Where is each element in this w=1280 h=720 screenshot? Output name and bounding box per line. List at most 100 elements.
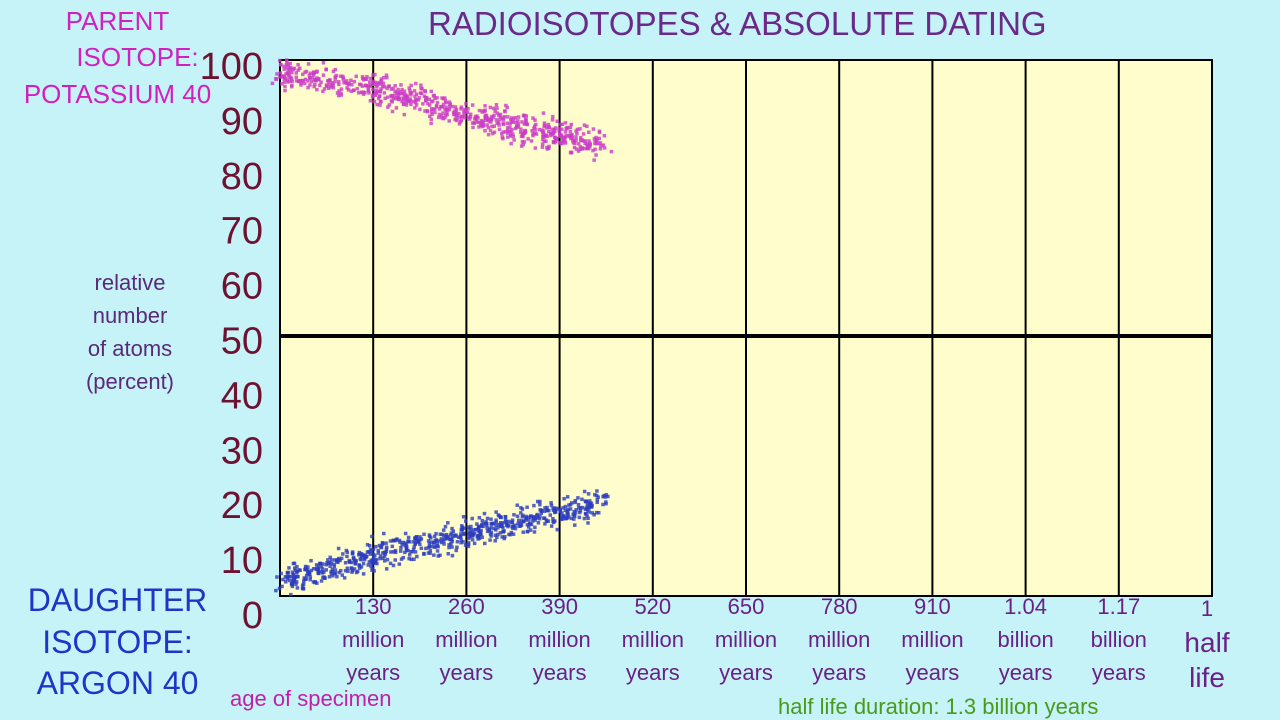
parent-point [429,121,433,126]
parent-point [303,81,307,86]
parent-isotope-label: PARENT ISOTOPE: POTASSIUM 40 [0,3,235,112]
daughter-point [376,548,380,553]
daughter-point [473,527,477,532]
parent-point [463,109,467,114]
daughter-point [280,584,284,589]
daughter-point [332,562,336,567]
parent-line: PARENT [65,6,170,36]
parent-point [602,146,607,150]
parent-point [497,123,501,127]
parent-point [372,99,377,104]
daughter-point [450,539,454,544]
parent-point [566,134,571,138]
daughter-point [338,558,342,563]
x-tick-unit2: life [1189,662,1225,693]
y-tick-label: 30 [221,430,263,472]
parent-point [534,132,539,136]
daughter-point [371,560,375,565]
daughter-point [477,536,482,541]
parent-line: ISOTOPE: [76,42,199,73]
daughter-point [428,548,433,553]
parent-point [444,110,449,115]
daughter-point [400,542,404,547]
daughter-point [338,569,343,573]
daughter-point [573,511,578,515]
parent-point [418,91,423,95]
parent-point [371,79,375,84]
daughter-point [551,519,555,524]
parent-point [583,146,587,151]
parent-point [500,135,505,139]
daughter-point [533,516,538,521]
daughter-point [496,526,500,530]
parent-point [492,124,497,128]
parent-point [371,93,375,97]
daughter-point [454,534,458,538]
x-tick-num: 1.17 [1097,594,1141,619]
x-tick-label: 130 million years [318,590,428,689]
y-tick-label: 0 [242,595,263,637]
daughter-point [438,553,442,557]
daughter-point [503,517,508,522]
parent-point [591,127,596,131]
daughter-point [281,577,285,582]
daughter-point [327,575,332,579]
parent-point [379,87,383,91]
parent-point [518,130,523,134]
parent-point [402,89,407,94]
daughter-point [363,553,368,558]
daughter-point [300,583,305,587]
parent-point [512,138,516,142]
x-tick-num: 910 [914,594,951,619]
parent-point [479,118,484,123]
daughter-point [480,518,485,523]
daughter-point [304,573,309,578]
daughter-point [480,535,484,539]
daughter-point [384,541,388,545]
parent-point [337,82,341,87]
daughter-point [467,535,472,539]
daughter-point [306,565,310,569]
parent-point [423,109,427,113]
daughter-point [403,550,407,555]
parent-point [563,130,568,134]
parent-point [511,117,516,121]
daughter-point [587,510,591,514]
daughter-point [493,539,497,543]
parent-point [349,78,353,83]
parent-point [540,142,545,146]
parent-point [459,118,464,123]
daughter-point [372,569,376,573]
parent-point [294,75,299,80]
daughter-point [597,510,601,515]
parent-point [364,83,368,88]
parent-point [278,71,283,75]
parent-point [516,122,521,126]
daughter-point [311,567,316,571]
daughter-point [290,570,295,574]
parent-point [576,142,581,146]
parent-point [294,79,299,83]
daughter-point [488,532,493,536]
daughter-point [513,526,518,531]
daughter-point [350,568,355,573]
daughter-point [284,580,288,584]
daughter-point [549,501,553,505]
parent-point [592,137,597,141]
parent-point [453,117,457,122]
parent-point [495,121,499,125]
daughter-point [467,530,472,535]
daughter-point [316,564,321,569]
parent-point [367,91,371,95]
x-tick-unit: million [528,627,591,652]
x-tick-unit2: years [532,660,587,685]
parent-point [509,116,514,120]
parent-point [481,109,485,113]
parent-point [408,88,412,93]
x-tick-unit2: years [905,660,960,685]
daughter-point [417,538,422,542]
parent-point [489,120,493,124]
parent-point [596,141,601,146]
daughter-point [502,536,507,541]
daughter-point [399,545,403,550]
